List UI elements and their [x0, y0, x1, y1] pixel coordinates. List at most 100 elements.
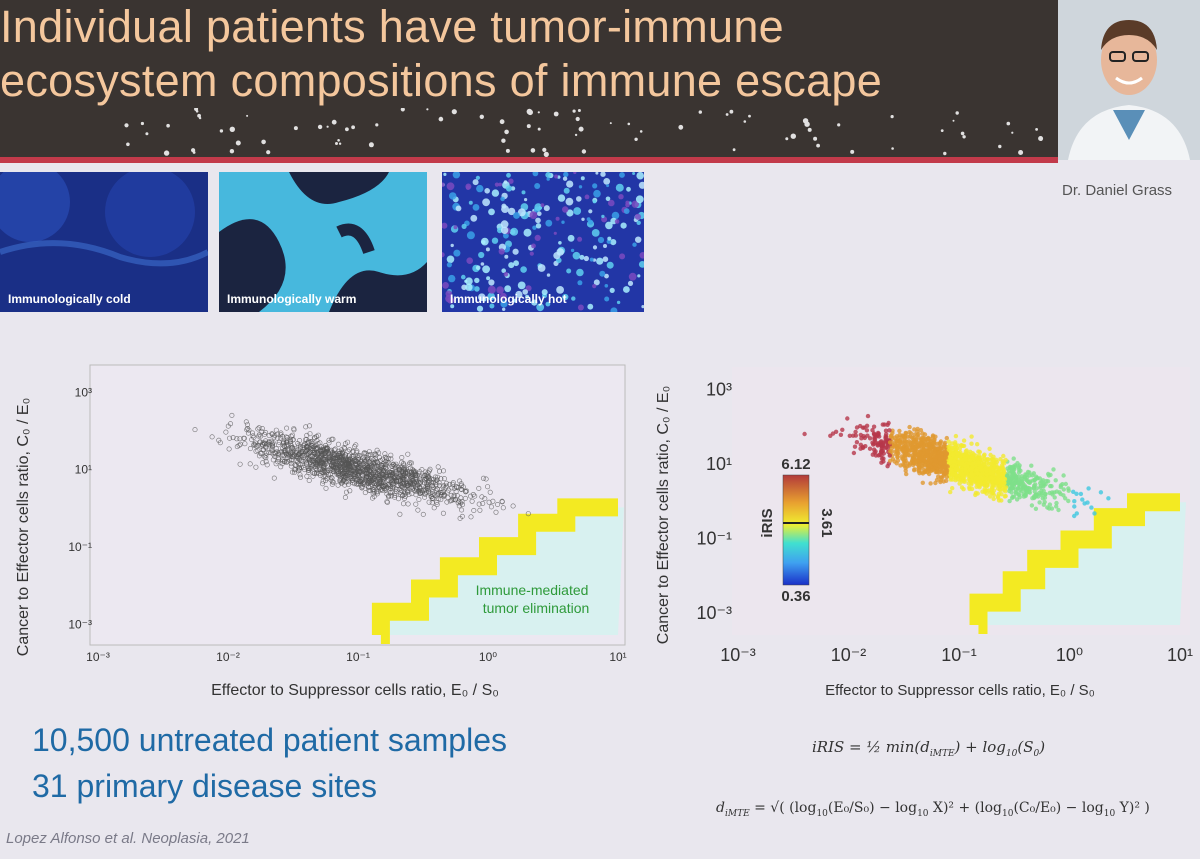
data-point: [283, 447, 289, 453]
x-tick-label: 10⁻¹: [346, 650, 370, 664]
data-point: [463, 489, 469, 495]
data-point: [355, 465, 361, 471]
data-point: [1072, 499, 1077, 504]
cell-speck: [535, 217, 541, 224]
data-point: [253, 464, 259, 470]
data-point: [1054, 489, 1059, 494]
data-point: [253, 448, 259, 454]
data-point: [315, 432, 321, 438]
data-point: [476, 485, 482, 491]
cell-speck: [562, 176, 568, 181]
data-point: [912, 460, 918, 465]
x-tick-label: 10¹: [609, 650, 626, 664]
data-point: [376, 473, 382, 479]
data-point: [436, 468, 442, 474]
cell-speck: [443, 172, 447, 176]
data-point: [209, 434, 215, 440]
cell-speck: [503, 180, 508, 184]
cell-speck: [610, 239, 617, 246]
data-point: [413, 488, 419, 494]
cell-speck: [632, 172, 636, 175]
data-point: [974, 468, 979, 473]
data-point: [1011, 456, 1016, 461]
data-point: [437, 483, 443, 489]
data-point: [353, 458, 359, 464]
data-point: [872, 436, 877, 442]
data-point: [352, 466, 358, 472]
data-point: [444, 489, 450, 495]
data-point: [361, 450, 367, 456]
data-point: [310, 473, 316, 479]
data-point: [873, 440, 878, 445]
data-point: [320, 446, 326, 452]
data-point: [392, 490, 398, 496]
cell-speck: [532, 225, 537, 230]
data-point: [969, 471, 974, 477]
presenter-photo: [1058, 0, 1200, 160]
data-point: [853, 433, 858, 438]
cell-speck: [641, 305, 644, 309]
cell-speck: [620, 222, 627, 229]
data-point: [977, 449, 982, 455]
cell-speck: [616, 300, 621, 305]
data-point: [916, 442, 921, 448]
data-point: [410, 469, 416, 475]
data-point: [234, 436, 240, 442]
cell-speck: [606, 261, 614, 269]
data-point: [1017, 481, 1022, 486]
data-point: [938, 461, 943, 466]
thumbnail-warm: Immunologically warm: [219, 172, 427, 312]
data-point: [996, 465, 1001, 471]
data-point: [906, 452, 911, 458]
data-point: [244, 427, 250, 433]
decorative-dot: [609, 122, 612, 125]
decorative-dot: [940, 129, 944, 132]
data-point: [922, 467, 927, 473]
data-point: [364, 474, 370, 480]
data-point: [457, 478, 463, 484]
thumbnail-hot: Immunologically hot: [442, 172, 644, 312]
data-point: [445, 495, 451, 501]
decorative-dot: [504, 129, 509, 135]
data-point: [407, 460, 413, 466]
data-point: [916, 431, 921, 437]
thumbnail-caption: Immunologically cold: [8, 292, 131, 306]
data-point: [1011, 474, 1016, 479]
data-point: [300, 459, 306, 465]
data-point: [266, 433, 272, 439]
cell-speck: [478, 293, 486, 301]
decorative-dot: [338, 142, 342, 145]
data-point: [256, 425, 262, 431]
data-point: [454, 493, 460, 499]
data-point: [1061, 487, 1066, 492]
decorative-dot: [499, 119, 505, 125]
data-point: [260, 460, 266, 466]
data-point: [1019, 476, 1024, 482]
data-point: [340, 457, 346, 463]
data-point: [890, 430, 895, 436]
decorative-dot: [229, 149, 235, 154]
data-point: [314, 467, 320, 473]
cell-speck: [596, 257, 604, 265]
cell-speck: [592, 284, 597, 289]
cell-speck: [502, 307, 506, 311]
data-point: [294, 454, 300, 460]
data-point: [1098, 490, 1104, 495]
cell-speck: [482, 265, 490, 274]
cell-speck: [573, 172, 577, 175]
cell-speck: [455, 205, 462, 212]
data-point: [405, 451, 411, 457]
data-point: [304, 444, 310, 450]
data-point: [880, 422, 885, 427]
data-point: [416, 497, 422, 503]
data-point: [345, 448, 351, 454]
data-point: [858, 423, 863, 429]
elimination-region: [969, 493, 1186, 634]
data-point: [430, 480, 436, 486]
data-point: [968, 478, 973, 483]
data-point: [1001, 461, 1007, 466]
data-point: [359, 485, 365, 491]
data-point: [879, 460, 884, 465]
data-point: [1006, 479, 1012, 484]
data-point: [458, 483, 464, 489]
